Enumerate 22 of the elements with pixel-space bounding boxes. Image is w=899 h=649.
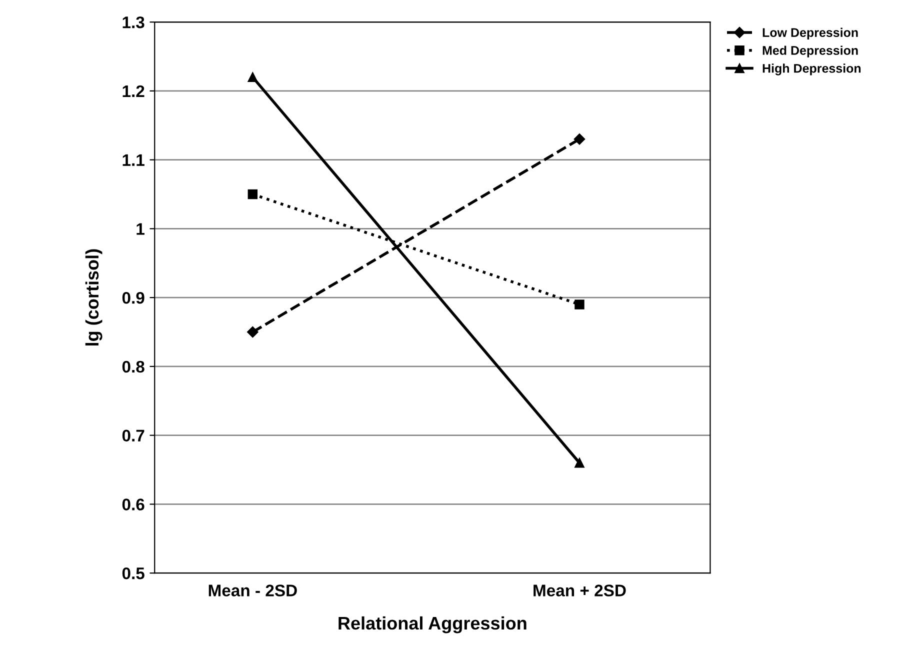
- y-tick-label: 1.1: [122, 154, 144, 166]
- legend-label: Low Depression: [762, 28, 858, 40]
- legend-label: Med Depression: [762, 46, 858, 58]
- point: [247, 326, 258, 338]
- y-tick-label: 0.8: [122, 360, 144, 373]
- x-tick-label: Mean + 2SD: [534, 584, 626, 596]
- y-tick-label: 0.6: [122, 498, 144, 510]
- point: [248, 72, 258, 82]
- y-tick-label: 0.9: [122, 292, 144, 304]
- legend-label: High Depression: [762, 64, 861, 76]
- x-axis-title: Relational Aggression: [338, 616, 526, 634]
- y-tick-label: 0.5: [122, 567, 144, 580]
- x-tick-label: Mean - 2SD: [208, 584, 297, 596]
- y-tick-label: 1.2: [122, 85, 144, 97]
- point: [574, 134, 586, 145]
- y-tick-label: 0.7: [122, 430, 144, 442]
- point: [574, 300, 584, 310]
- point: [248, 189, 258, 200]
- point: [574, 458, 584, 468]
- y-tick-label: 1: [136, 223, 144, 235]
- y-tick-label: 1.3: [122, 16, 144, 28]
- y-axis-title: lg (cortisol): [85, 249, 102, 346]
